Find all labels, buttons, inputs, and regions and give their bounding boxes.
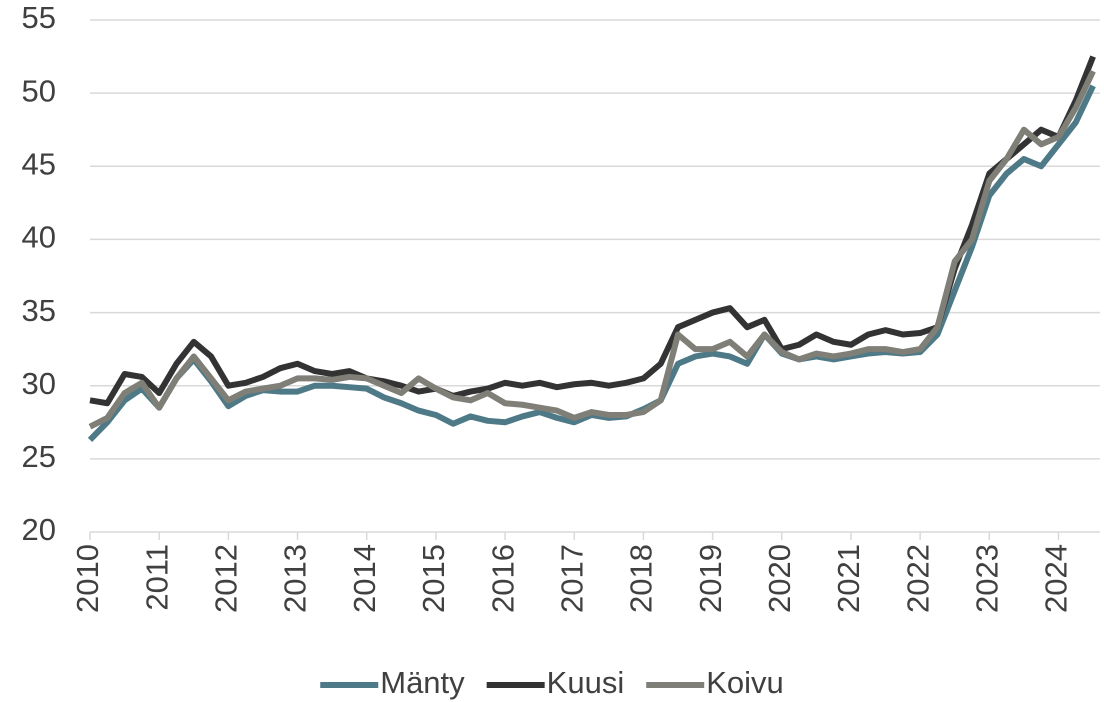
x-tick-label: 2018 xyxy=(624,544,659,613)
legend-label: Koivu xyxy=(706,665,784,700)
x-tick-label: 2021 xyxy=(831,544,866,613)
x-tick-label: 2011 xyxy=(139,544,174,611)
y-tick-label: 45 xyxy=(22,146,56,181)
legend-label: Mänty xyxy=(380,665,465,700)
x-tick-label: 2020 xyxy=(762,544,797,613)
x-tick-label: 2013 xyxy=(278,544,313,613)
y-tick-label: 30 xyxy=(22,366,56,401)
x-tick-label: 2015 xyxy=(416,544,451,613)
series-line xyxy=(88,69,1096,430)
y-tick-label: 20 xyxy=(22,512,56,547)
x-tick-label: 2014 xyxy=(347,544,382,613)
x-tick-label: 2023 xyxy=(970,544,1005,613)
legend-item: Koivu xyxy=(646,665,784,700)
series-line xyxy=(89,55,1096,407)
legend: Mänty Kuusi Koivu xyxy=(320,665,784,700)
y-tick-label: 40 xyxy=(22,220,56,255)
x-tick-label: 2022 xyxy=(900,544,935,613)
y-tick-label: 25 xyxy=(22,439,56,474)
x-tick-label: 2012 xyxy=(209,544,244,613)
x-tick-label: 2016 xyxy=(485,544,520,613)
legend-item: Kuusi xyxy=(486,665,625,700)
x-tick-label: 2019 xyxy=(693,544,728,613)
legend-label: Kuusi xyxy=(547,665,625,700)
series-line xyxy=(87,84,1096,442)
y-tick-label: 55 xyxy=(22,0,56,35)
y-tick-label: 50 xyxy=(22,73,56,108)
x-tick-label: 2017 xyxy=(554,544,589,613)
x-tick-label: 2024 xyxy=(1039,544,1074,613)
legend-item: Mänty xyxy=(320,665,465,700)
y-tick-label: 35 xyxy=(22,293,56,328)
x-tick-label: 2010 xyxy=(70,544,105,613)
